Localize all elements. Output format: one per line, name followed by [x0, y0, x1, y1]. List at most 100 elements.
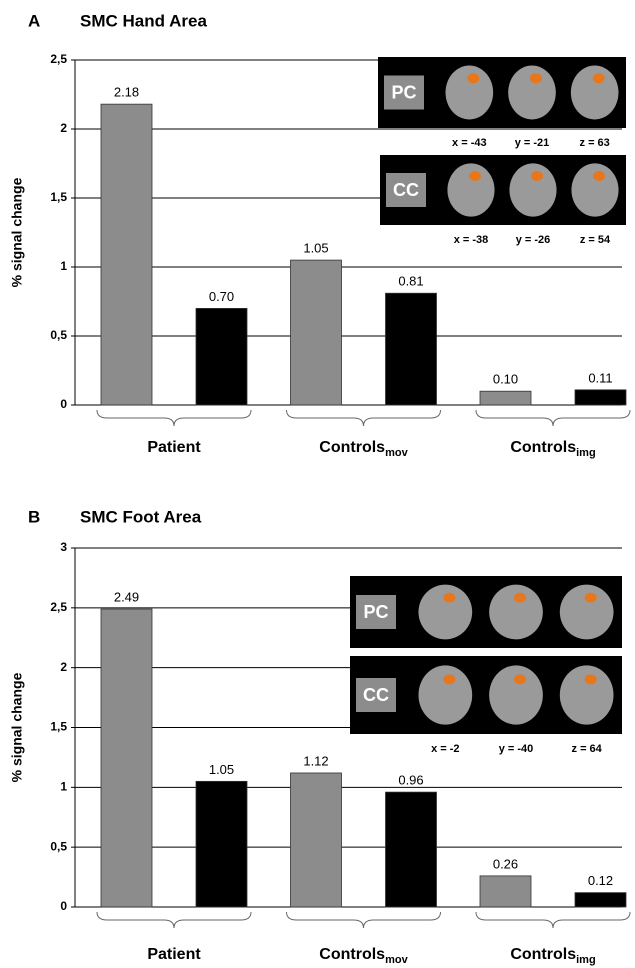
inset-coordinate: x = -38 — [454, 234, 489, 246]
value-label: 0.10 — [493, 372, 518, 387]
inset-coordinate: y = -26 — [516, 234, 551, 246]
group-brace — [476, 912, 630, 928]
category-subscript: img — [576, 954, 596, 966]
bar — [480, 876, 531, 907]
inset-label: PC — [363, 602, 388, 622]
x-tick-label: Controlsmov — [319, 946, 408, 966]
brain-image — [446, 66, 494, 120]
y-tick-label: 0 — [60, 397, 67, 411]
value-label: 0.26 — [493, 856, 518, 871]
chart-title: SMC Hand Area — [80, 11, 207, 30]
brain-image — [508, 66, 556, 120]
y-tick-label: 1,5 — [50, 190, 67, 204]
y-tick-label: 1,5 — [50, 720, 67, 734]
value-label: 0.11 — [588, 370, 612, 385]
bar — [196, 308, 247, 405]
x-tick-label: Controlsimg — [510, 439, 595, 459]
inset-coordinate: x = -43 — [452, 137, 487, 149]
group-brace — [97, 912, 251, 928]
brain-activation — [593, 73, 605, 83]
inset-coordinate: z = 64 — [572, 743, 603, 755]
inset-label: CC — [363, 685, 389, 705]
inset-coordinate: y = -21 — [515, 137, 550, 149]
brain-image — [447, 163, 494, 216]
value-label: 1.05 — [209, 762, 234, 777]
panel-label: B — [28, 507, 40, 526]
category-name: Patient — [147, 946, 201, 963]
category-name: Controls — [510, 946, 576, 963]
value-label: 1.12 — [303, 753, 328, 768]
brain-activation — [531, 171, 543, 181]
value-label: 0.81 — [398, 274, 423, 289]
brain-activation — [585, 593, 597, 603]
brain-activation — [530, 73, 542, 83]
category-subscript: mov — [385, 954, 409, 966]
x-tick-label: Patient — [147, 946, 201, 963]
value-label: 2.18 — [114, 85, 139, 100]
bar — [575, 893, 626, 907]
value-label: 0.96 — [398, 773, 423, 788]
bar — [575, 390, 626, 405]
x-tick-label: Controlsmov — [319, 439, 408, 459]
brain-activation — [467, 73, 479, 83]
bar — [291, 773, 342, 907]
brain-activation — [443, 593, 455, 603]
brain-image — [571, 163, 618, 216]
y-axis-label: % signal change — [9, 672, 25, 782]
y-tick-label: 1 — [60, 780, 67, 794]
value-label: 2.49 — [114, 589, 139, 604]
inset-label: PC — [391, 82, 416, 102]
category-name: Controls — [319, 439, 385, 456]
inset-coordinate: x = -2 — [431, 743, 459, 755]
brain-activation — [514, 593, 526, 603]
y-tick-label: 1 — [60, 259, 67, 273]
bar — [480, 391, 531, 405]
figure: A SMC Hand Area % signal change 0 0,5 1 1,5 2 2,… — [0, 0, 635, 968]
value-label: 0.70 — [209, 289, 234, 304]
bar — [291, 260, 342, 405]
group-brace — [97, 410, 251, 426]
brain-activation — [469, 171, 481, 181]
group-brace — [287, 912, 441, 928]
y-tick-label: 0,5 — [50, 839, 67, 853]
brain-image — [560, 585, 614, 640]
bar — [101, 609, 152, 907]
brain-activation — [585, 674, 597, 684]
category-name: Patient — [147, 439, 201, 456]
brain-activation — [443, 674, 455, 684]
y-tick-label: 2,5 — [50, 600, 67, 614]
y-tick-label: 0 — [60, 899, 67, 913]
bar — [101, 104, 152, 405]
y-tick-label: 2 — [60, 660, 67, 674]
panel-label: A — [28, 11, 40, 30]
category-name: Controls — [319, 946, 385, 963]
inset-coordinate: y = -40 — [499, 743, 534, 755]
x-tick-label: Controlsimg — [510, 946, 595, 966]
category-subscript: mov — [385, 447, 409, 459]
brain-image — [571, 66, 619, 120]
inset-coordinate: z = 63 — [580, 137, 610, 149]
bar — [386, 792, 437, 907]
y-tick-label: 2,5 — [50, 52, 67, 66]
brain-image — [509, 163, 556, 216]
x-tick-label: Patient — [147, 439, 201, 456]
brain-image — [418, 585, 472, 640]
category-subscript: img — [576, 447, 596, 459]
brain-image — [418, 665, 472, 724]
brain-activation — [593, 171, 605, 181]
inset-label: CC — [393, 180, 419, 200]
bar — [196, 781, 247, 907]
y-axis-label: % signal change — [9, 177, 25, 287]
y-tick-label: 2 — [60, 121, 67, 135]
inset-coordinate: z = 54 — [580, 234, 611, 246]
chart-title: SMC Foot Area — [80, 507, 202, 526]
value-label: 1.05 — [303, 241, 328, 256]
group-brace — [476, 410, 630, 426]
brain-image — [560, 665, 614, 724]
brain-image — [489, 585, 543, 640]
brain-image — [489, 665, 543, 724]
y-tick-label: 3 — [60, 540, 67, 554]
bar — [386, 293, 437, 405]
value-label: 0.12 — [588, 873, 613, 888]
brain-activation — [514, 674, 526, 684]
